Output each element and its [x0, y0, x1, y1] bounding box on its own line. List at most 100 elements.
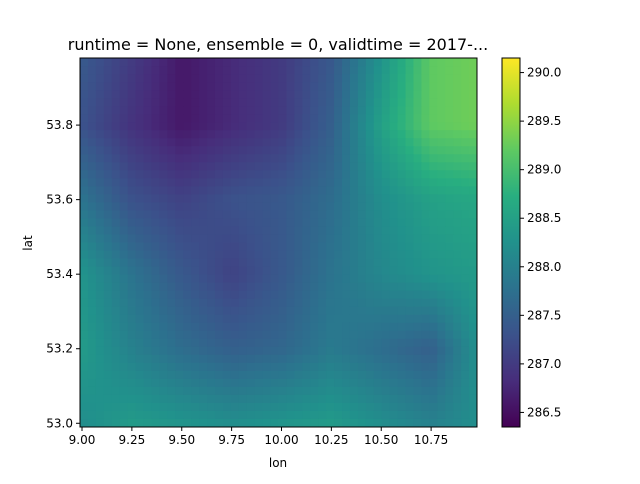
heatmap-cell	[373, 106, 383, 115]
heatmap-cell	[453, 394, 462, 404]
heatmap-cell	[445, 338, 454, 348]
heatmap-cell	[159, 114, 168, 123]
heatmap-cell	[278, 346, 288, 356]
heatmap-cell	[357, 282, 367, 292]
heatmap-cell	[278, 234, 288, 244]
heatmap-cell	[286, 186, 295, 195]
heatmap-cell	[159, 130, 168, 139]
heatmap-cell	[373, 138, 383, 147]
heatmap-cell	[143, 106, 153, 115]
heatmap-cell	[429, 410, 438, 420]
heatmap-cell	[405, 290, 415, 300]
heatmap-cell	[246, 242, 256, 252]
heatmap-cell	[310, 226, 319, 236]
heatmap-cell	[286, 378, 295, 388]
heatmap-cell	[151, 386, 160, 396]
heatmap-cell	[389, 98, 399, 107]
heatmap-cell	[270, 210, 280, 220]
heatmap-cell	[143, 394, 153, 404]
heatmap-cell	[262, 266, 272, 276]
heatmap-cell	[143, 170, 153, 179]
heatmap-cell	[127, 330, 137, 340]
heatmap-cell	[294, 226, 303, 236]
heatmap-cell	[326, 250, 335, 260]
heatmap-cell	[357, 346, 367, 356]
heatmap-cell	[421, 82, 430, 91]
heatmap-cell	[445, 74, 454, 83]
heatmap-cell	[437, 282, 446, 292]
heatmap-cell	[469, 122, 477, 131]
heatmap-cell	[373, 346, 383, 356]
heatmap-cell	[270, 354, 280, 364]
heatmap-cell	[238, 306, 248, 316]
heatmap-cell	[349, 362, 359, 372]
heatmap-cell	[95, 106, 105, 115]
heatmap-cell	[143, 202, 153, 212]
heatmap-cell	[453, 106, 462, 115]
heatmap-cell	[103, 282, 113, 292]
heatmap-cell	[183, 194, 192, 203]
heatmap-cell	[151, 234, 160, 244]
heatmap-cell	[238, 394, 248, 404]
heatmap-cell	[87, 362, 97, 372]
colorbar-tick-label: 289.0	[527, 163, 561, 177]
heatmap-cell	[127, 306, 137, 316]
heatmap-cell	[365, 186, 375, 195]
heatmap-cell	[373, 266, 383, 276]
heatmap-cell	[413, 362, 423, 372]
heatmap-cell	[87, 98, 97, 107]
y-tick-label: 53.4	[46, 267, 73, 281]
heatmap-cell	[373, 258, 383, 268]
heatmap-cell	[405, 194, 415, 203]
heatmap-cell	[214, 106, 224, 115]
heatmap-cell	[286, 146, 295, 155]
heatmap-cell	[405, 218, 415, 228]
heatmap-cell	[222, 338, 232, 348]
heatmap-cell	[373, 122, 383, 131]
heatmap-cell	[222, 58, 232, 67]
heatmap-cell	[127, 162, 137, 171]
heatmap-cell	[453, 234, 462, 244]
heatmap-cell	[119, 162, 129, 171]
heatmap-cell	[349, 154, 359, 163]
heatmap-cell	[111, 82, 121, 91]
heatmap-cell	[381, 106, 391, 115]
heatmap-cell	[381, 394, 391, 404]
heatmap-cell	[207, 378, 216, 388]
heatmap-cell	[302, 250, 311, 260]
heatmap-cell	[167, 170, 176, 179]
heatmap-cell	[469, 130, 477, 139]
heatmap-cell	[230, 154, 240, 163]
heatmap-cell	[302, 90, 311, 99]
heatmap-cell	[159, 218, 168, 228]
heatmap-cell	[262, 362, 272, 372]
heatmap-cell	[246, 250, 256, 260]
heatmap-cell	[437, 178, 446, 187]
heatmap-cell	[119, 98, 129, 107]
heatmap-cell	[135, 114, 145, 123]
heatmap-cell	[381, 386, 391, 396]
heatmap-cell	[365, 82, 375, 91]
heatmap-cell	[381, 346, 391, 356]
heatmap-cell	[191, 106, 200, 115]
heatmap-cell	[191, 114, 200, 123]
heatmap-cell	[429, 90, 438, 99]
heatmap-cell	[278, 370, 288, 380]
heatmap-cell	[270, 138, 280, 147]
heatmap-cell	[238, 114, 248, 123]
heatmap-cell	[214, 362, 224, 372]
heatmap-cell	[87, 378, 97, 388]
heatmap-cell	[310, 170, 319, 179]
heatmap-cell	[80, 394, 89, 404]
heatmap-cell	[421, 338, 430, 348]
heatmap-cell	[381, 330, 391, 340]
heatmap-cell	[159, 98, 168, 107]
heatmap-cell	[222, 218, 232, 228]
heatmap-cell	[294, 322, 303, 332]
heatmap-cell	[373, 74, 383, 83]
heatmap-cell	[342, 186, 351, 195]
heatmap-cell	[214, 130, 224, 139]
heatmap-cell	[310, 418, 319, 427]
heatmap-cell	[262, 130, 272, 139]
heatmap-cell	[437, 162, 446, 171]
